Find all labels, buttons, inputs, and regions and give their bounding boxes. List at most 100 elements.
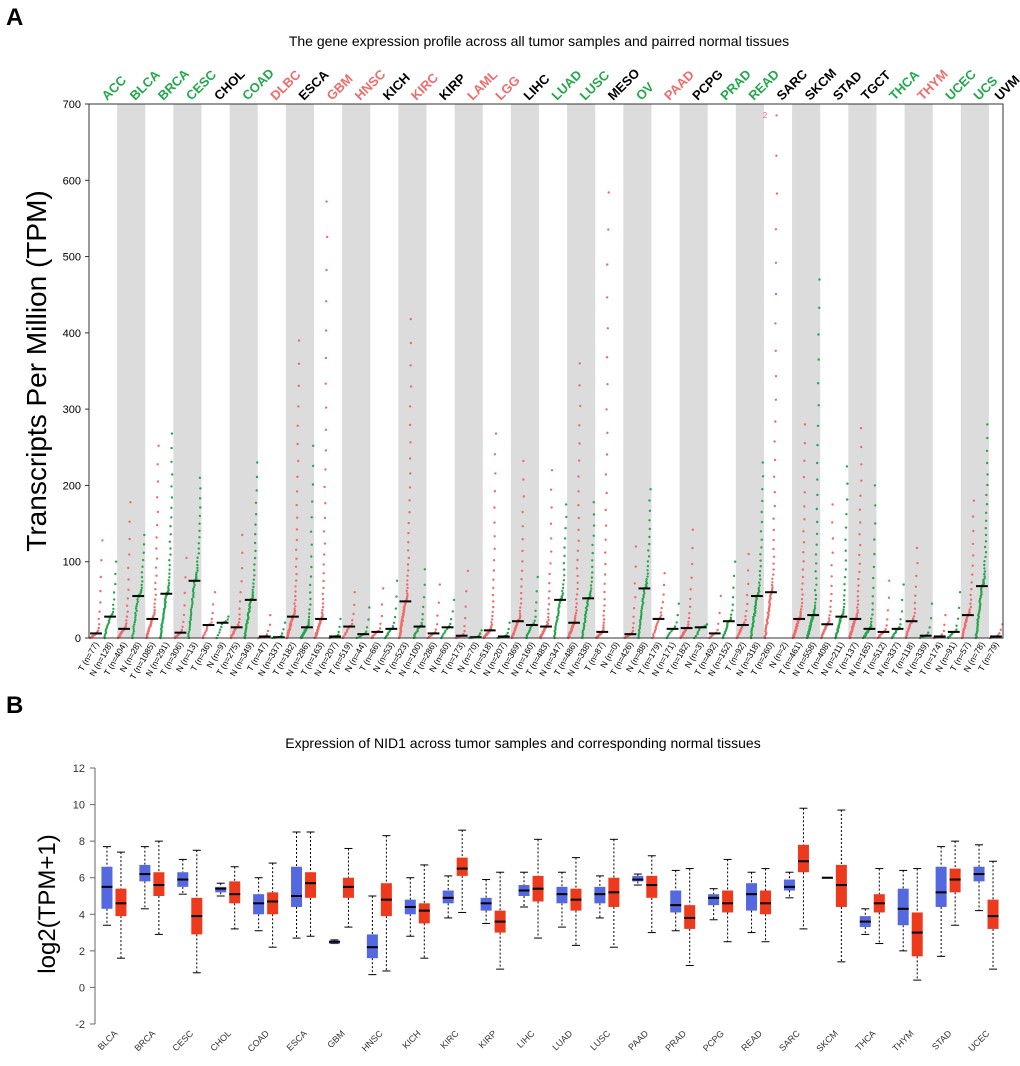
sample-dot — [210, 621, 213, 624]
sample-dot — [983, 575, 986, 578]
sample-dot — [647, 549, 650, 552]
sample-dot — [139, 590, 143, 594]
sample-dot — [293, 602, 296, 605]
sample-dot — [197, 552, 200, 555]
cancer-column-shade — [117, 104, 146, 638]
sample-dot — [153, 598, 157, 601]
sample-dot — [184, 576, 187, 579]
sample-dot — [577, 516, 580, 520]
sample-dot — [409, 472, 412, 475]
sample-dot — [253, 569, 256, 572]
x-category-label: STAD — [930, 1028, 954, 1052]
sample-dot — [645, 582, 649, 585]
sample-dot — [226, 618, 229, 621]
sample-dot — [760, 510, 763, 514]
sample-dot — [562, 562, 566, 565]
sample-dot — [872, 586, 875, 590]
tumor-box — [646, 875, 658, 898]
sample-dot — [607, 228, 610, 231]
sample-dot — [99, 589, 102, 593]
sample-dot — [689, 588, 692, 591]
sample-dot — [800, 598, 804, 601]
sample-dot — [716, 628, 719, 632]
sample-dot — [972, 529, 975, 533]
y-tick-label: 10 — [73, 800, 85, 812]
sample-dot — [606, 383, 609, 386]
sample-dot — [308, 612, 311, 615]
y-tick-label: 600 — [63, 175, 81, 187]
sample-dot — [466, 569, 470, 573]
sample-dot — [590, 587, 593, 590]
cancer-column-shade — [229, 104, 258, 638]
sample-dot — [652, 635, 655, 638]
sample-dot — [493, 490, 497, 493]
sample-dot — [818, 306, 821, 309]
sample-dot — [719, 594, 722, 598]
sample-dot — [729, 616, 733, 619]
sample-dot — [324, 356, 328, 360]
sample-dot — [216, 634, 220, 637]
cancer-label: THYM — [914, 66, 951, 103]
sample-dot — [603, 598, 606, 601]
sample-dot — [958, 591, 962, 594]
x-category-label: SKCM — [814, 1028, 839, 1053]
sample-dot — [198, 522, 201, 525]
sample-dot — [546, 620, 549, 624]
sample-dot — [913, 601, 917, 605]
sample-dot — [156, 510, 160, 514]
sample-dot — [321, 606, 325, 609]
sample-dot — [444, 629, 447, 633]
sample-dot — [183, 591, 186, 595]
sample-dot — [729, 618, 732, 621]
sample-dot — [800, 601, 804, 605]
sample-dot — [575, 602, 578, 605]
sample-dot — [406, 574, 409, 577]
sample-dot — [983, 577, 986, 580]
sample-dot — [97, 617, 100, 621]
sample-dot — [646, 572, 649, 575]
sample-dot — [639, 617, 643, 620]
sample-dot — [872, 565, 876, 569]
sample-dot — [142, 551, 145, 554]
sample-dot — [521, 525, 524, 528]
sample-dot — [128, 520, 131, 523]
cancer-column-shade — [679, 104, 708, 638]
sample-dot — [605, 491, 608, 495]
sample-dot — [253, 563, 256, 566]
sample-dot — [604, 551, 607, 554]
sample-dot — [407, 531, 410, 535]
sample-dot — [111, 612, 114, 616]
sample-dot — [115, 560, 118, 563]
sample-dot — [652, 633, 655, 636]
sample-dot — [307, 622, 310, 625]
sample-dot — [190, 606, 193, 609]
sample-dot — [606, 431, 609, 434]
sample-dot — [757, 588, 761, 592]
sample-dot — [813, 608, 816, 612]
sample-dot — [196, 566, 199, 570]
sample-dot — [126, 610, 129, 613]
sample-dot — [338, 625, 341, 629]
cancer-label: LUAD — [549, 67, 585, 103]
sample-dot — [203, 631, 207, 634]
sample-dot — [871, 613, 874, 616]
sample-dot — [254, 533, 257, 536]
normal-box — [935, 866, 947, 907]
sample-dot — [100, 559, 103, 562]
sample-dot — [648, 542, 651, 546]
sample-dot — [758, 574, 762, 577]
sample-dot — [465, 590, 468, 593]
sample-dot — [170, 432, 174, 435]
sample-dot — [828, 619, 831, 622]
sample-dot — [553, 635, 556, 638]
y-tick-label: 100 — [63, 557, 81, 569]
sample-dot — [190, 598, 194, 601]
sample-dot — [423, 568, 426, 571]
cancer-column-shade — [398, 104, 427, 638]
sample-dot — [944, 613, 947, 617]
sample-dot — [198, 497, 202, 500]
sample-dot — [561, 586, 565, 590]
sample-dot — [532, 622, 535, 625]
sample-dot — [309, 575, 313, 578]
sample-dot — [631, 626, 635, 629]
